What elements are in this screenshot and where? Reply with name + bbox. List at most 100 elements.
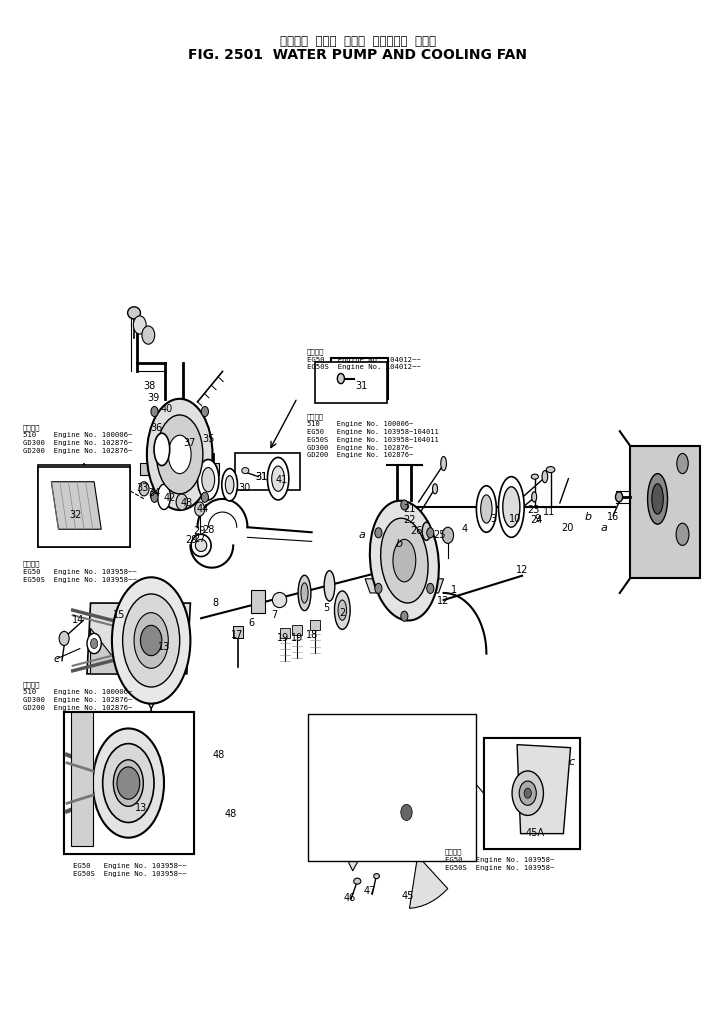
Text: 48: 48	[213, 749, 225, 759]
Text: 43: 43	[180, 498, 193, 508]
Polygon shape	[407, 838, 448, 909]
Text: 42: 42	[163, 493, 176, 503]
Text: 適用号統
EG50   Engine No. 104012~~
EG50S  Engine No. 104012~~: 適用号統 EG50 Engine No. 104012~~ EG50S Engi…	[306, 348, 420, 370]
Bar	[236, 453, 299, 490]
Polygon shape	[365, 717, 405, 787]
Polygon shape	[517, 744, 571, 834]
Circle shape	[401, 500, 408, 510]
Ellipse shape	[382, 776, 431, 849]
Bar	[64, 712, 194, 854]
Ellipse shape	[102, 743, 154, 822]
Text: 24: 24	[530, 515, 543, 525]
Ellipse shape	[191, 534, 211, 557]
Circle shape	[394, 794, 420, 830]
Ellipse shape	[154, 433, 170, 465]
Text: 15: 15	[113, 610, 125, 621]
Text: a: a	[358, 530, 365, 540]
Text: 45: 45	[402, 891, 414, 901]
Circle shape	[201, 492, 208, 502]
Ellipse shape	[226, 476, 234, 494]
Polygon shape	[292, 626, 302, 636]
Text: 40: 40	[160, 404, 173, 414]
Circle shape	[401, 804, 412, 820]
Ellipse shape	[134, 612, 168, 668]
Text: 22: 22	[403, 515, 415, 525]
Text: c: c	[54, 654, 60, 664]
Ellipse shape	[112, 577, 190, 704]
Ellipse shape	[198, 459, 219, 500]
Polygon shape	[310, 621, 320, 631]
Text: 14: 14	[72, 615, 84, 626]
Polygon shape	[90, 629, 126, 674]
Text: 35: 35	[202, 434, 214, 444]
Polygon shape	[140, 462, 219, 475]
Text: 45A: 45A	[526, 827, 544, 838]
Text: c: c	[569, 756, 575, 767]
Ellipse shape	[158, 485, 170, 509]
Ellipse shape	[195, 539, 207, 552]
Text: b: b	[584, 512, 591, 522]
Ellipse shape	[157, 415, 203, 494]
Polygon shape	[52, 482, 101, 529]
Ellipse shape	[298, 575, 311, 610]
Text: 32: 32	[69, 510, 82, 520]
Ellipse shape	[532, 492, 537, 502]
Polygon shape	[280, 629, 290, 639]
Polygon shape	[251, 590, 266, 613]
Ellipse shape	[267, 457, 289, 500]
Bar	[64, 712, 194, 854]
Ellipse shape	[92, 728, 164, 838]
Text: 8: 8	[212, 598, 218, 608]
Text: 適用号統
510    Engine No. 100006~
GD300  Engine No. 102876~
GD200  Engine No. 10287: 適用号統 510 Engine No. 100006~ GD300 Engine…	[23, 424, 132, 454]
Ellipse shape	[122, 594, 180, 687]
Ellipse shape	[369, 501, 439, 621]
Circle shape	[616, 492, 623, 502]
Polygon shape	[72, 712, 92, 846]
Text: 28: 28	[203, 525, 215, 535]
Text: 48: 48	[225, 809, 237, 819]
Text: ウォータ  ポンプ  および  クーリング  ファン: ウォータ ポンプ および クーリング ファン	[280, 35, 436, 49]
Ellipse shape	[113, 759, 143, 806]
Ellipse shape	[271, 466, 284, 492]
Polygon shape	[233, 627, 243, 639]
Circle shape	[375, 527, 382, 537]
Circle shape	[427, 527, 434, 537]
Ellipse shape	[393, 539, 416, 582]
Text: 36: 36	[151, 423, 163, 433]
Text: 37: 37	[183, 438, 196, 448]
Circle shape	[133, 316, 146, 334]
Bar	[308, 714, 475, 861]
Text: 適用号統
510    Engine No. 100006~
GD300  Engine No. 102876~
GD200  Engine No. 10287: 適用号統 510 Engine No. 100006~ GD300 Engine…	[23, 681, 132, 711]
Circle shape	[512, 771, 543, 815]
Polygon shape	[339, 814, 388, 871]
Circle shape	[519, 781, 536, 805]
Bar	[483, 737, 580, 849]
Text: 13: 13	[135, 803, 147, 813]
Ellipse shape	[676, 523, 689, 546]
Text: 12: 12	[437, 596, 450, 606]
Text: 34: 34	[148, 488, 160, 498]
Ellipse shape	[480, 495, 492, 523]
Text: 16: 16	[607, 512, 619, 522]
Ellipse shape	[334, 591, 350, 630]
Text: 適用号統
510    Engine No. 100006~
EG50   Engine No. 103958~104011
EG50S  Engine No.: 適用号統 510 Engine No. 100006~ EG50 Engine …	[306, 413, 438, 458]
Circle shape	[524, 788, 531, 798]
Circle shape	[151, 407, 158, 417]
Text: 29: 29	[185, 535, 198, 546]
Text: 4: 4	[462, 524, 468, 534]
Ellipse shape	[337, 373, 344, 383]
Text: 19: 19	[291, 634, 304, 644]
Circle shape	[176, 494, 188, 510]
Ellipse shape	[677, 453, 688, 474]
Ellipse shape	[546, 466, 555, 473]
Ellipse shape	[647, 474, 667, 524]
Ellipse shape	[422, 522, 431, 540]
Text: 38: 38	[143, 380, 155, 390]
Ellipse shape	[147, 399, 213, 510]
Ellipse shape	[301, 583, 308, 603]
Text: a: a	[601, 523, 607, 533]
Text: 9: 9	[535, 514, 541, 524]
Circle shape	[195, 502, 205, 516]
Ellipse shape	[542, 470, 548, 483]
Text: 26: 26	[410, 526, 422, 536]
